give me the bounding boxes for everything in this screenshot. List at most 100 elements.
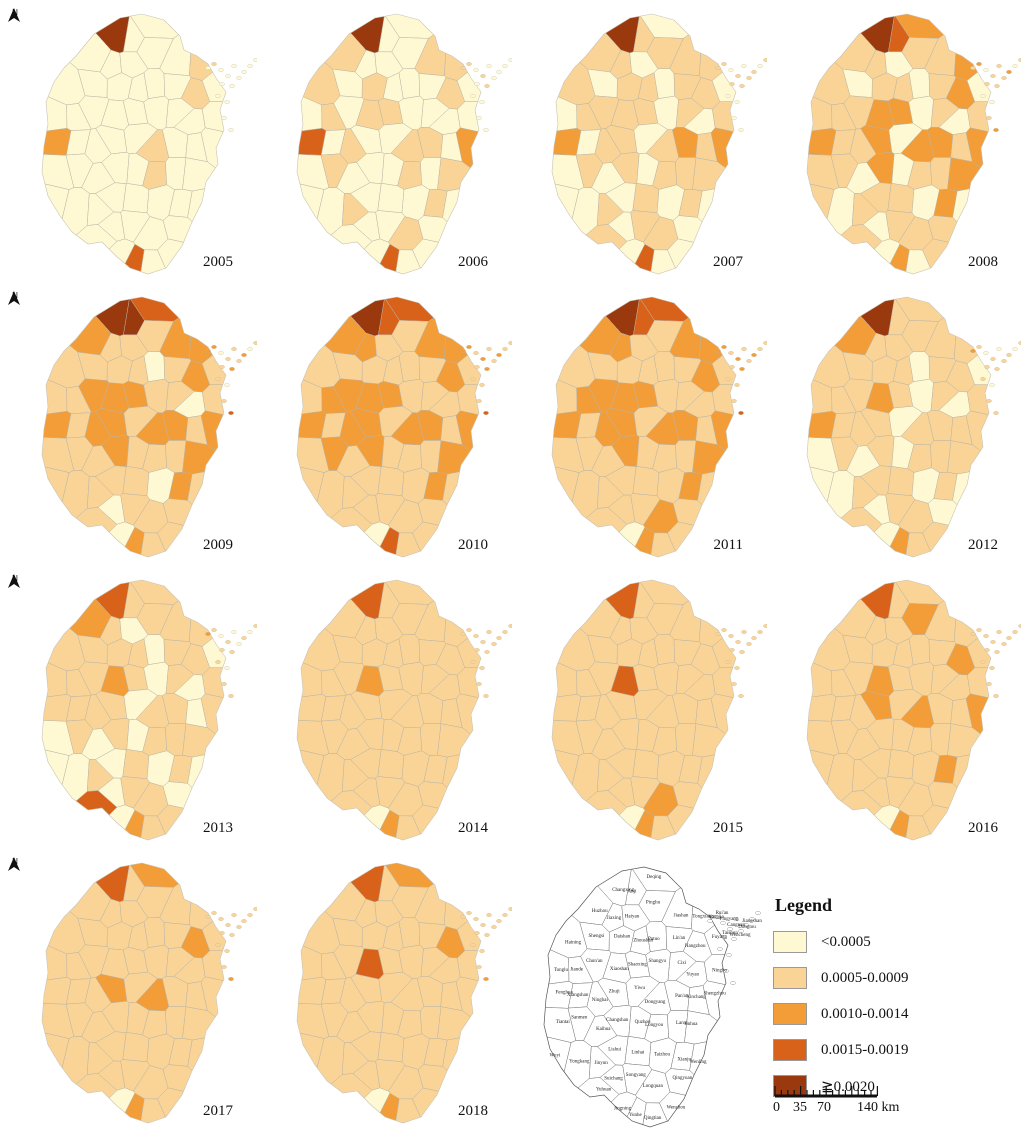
island (994, 650, 1000, 654)
north-arrow-icon (8, 291, 20, 305)
island (763, 58, 767, 62)
choropleth-map (806, 296, 1021, 558)
reference-county-label: Xianju (677, 1057, 691, 1062)
county-region (552, 463, 580, 557)
county-region (42, 1029, 70, 1123)
reference-county-label: Rui'an (716, 911, 729, 916)
reference-county-label: Wenzhou (667, 1106, 686, 1111)
legend-item: <0.0005 (773, 924, 1018, 960)
legend-item: 0.0010-0.0014 (773, 996, 1018, 1032)
island (211, 345, 217, 349)
province-outline (41, 296, 227, 558)
island (247, 913, 253, 917)
province-outline (41, 862, 227, 1124)
county-region (182, 1006, 226, 1041)
island (739, 650, 745, 654)
island (994, 367, 1000, 371)
island (721, 628, 727, 632)
reference-county-label: Sanmen (571, 1016, 588, 1021)
map-panel-2016: 2016 (767, 568, 1021, 851)
county-region (297, 411, 327, 439)
reference-county-label: Longyou (645, 1023, 664, 1028)
reference-county-label: Yuhuan (596, 1088, 612, 1093)
province-outline (806, 579, 992, 841)
island (470, 377, 476, 381)
county-region (887, 183, 915, 214)
county-region (581, 238, 646, 274)
island (236, 359, 242, 363)
north-arrow: N (8, 291, 22, 305)
island (236, 642, 242, 646)
year-label: 2017 (203, 1103, 233, 1119)
province-outline (296, 862, 482, 1124)
county-region (437, 1006, 481, 1041)
reference-county-label: Kaihua (596, 1027, 611, 1032)
north-arrow-icon (8, 8, 20, 22)
reference-county-label: Quzhou (635, 1020, 651, 1025)
north-arrow: N (8, 574, 22, 588)
reference-county-label: Fenghua (555, 991, 573, 996)
province-outline (296, 296, 482, 558)
reference-county-label: Xiaoshan (610, 967, 629, 972)
county-region (297, 297, 367, 356)
island (741, 630, 747, 634)
choropleth-map (806, 13, 1021, 275)
reference-county-label: Hangzhou (685, 944, 706, 949)
island (734, 383, 740, 387)
legend-swatch (773, 1003, 807, 1025)
map-panel-2017: N 2017 (2, 851, 257, 1134)
county-region (552, 180, 580, 274)
island (225, 74, 231, 78)
county-region (807, 14, 877, 73)
legend-label: 0.0010-0.0014 (821, 1005, 909, 1022)
choropleth-map (551, 13, 767, 275)
island (996, 630, 1002, 634)
island (473, 68, 479, 72)
island (474, 931, 480, 935)
county-region (297, 694, 327, 722)
island (460, 632, 466, 636)
scale-bar: 0 35 70 140 km (773, 1084, 1013, 1124)
year-label: 2014 (458, 820, 488, 836)
island (983, 634, 989, 638)
county-region (807, 746, 835, 840)
island (989, 100, 995, 104)
reference-county-label: Lanxi (676, 1021, 688, 1026)
island (218, 68, 224, 72)
county-region (952, 182, 991, 261)
island (241, 636, 247, 640)
county-region (697, 465, 736, 544)
island (502, 630, 508, 634)
reference-county-label: Deqing (647, 875, 662, 880)
reference-county-label: Ninghai (592, 998, 609, 1003)
county-region (442, 182, 481, 261)
island (496, 353, 502, 357)
county-region (42, 463, 70, 557)
county-region (122, 749, 150, 780)
county-region (189, 863, 226, 930)
county-region (954, 14, 991, 81)
legend-swatch (773, 1039, 807, 1061)
island (476, 116, 482, 120)
island (741, 347, 747, 351)
island (231, 913, 237, 917)
county-region (887, 466, 915, 497)
reference-county-label: Shaoxing (628, 963, 647, 968)
reference-island (726, 953, 732, 957)
reference-county-label: Lishui (608, 1047, 621, 1052)
reference-island (721, 935, 727, 939)
reference-county-label: Cangnan (727, 923, 745, 928)
province-outline (41, 579, 227, 841)
county-region (442, 1031, 481, 1110)
island (728, 351, 734, 355)
island (1001, 359, 1007, 363)
island (229, 933, 235, 937)
island (479, 100, 485, 104)
year-label: 2006 (458, 254, 488, 270)
island (224, 949, 230, 953)
county-region (71, 1087, 136, 1123)
county-region (42, 863, 112, 922)
choropleth-map (551, 579, 767, 841)
island (474, 365, 480, 369)
